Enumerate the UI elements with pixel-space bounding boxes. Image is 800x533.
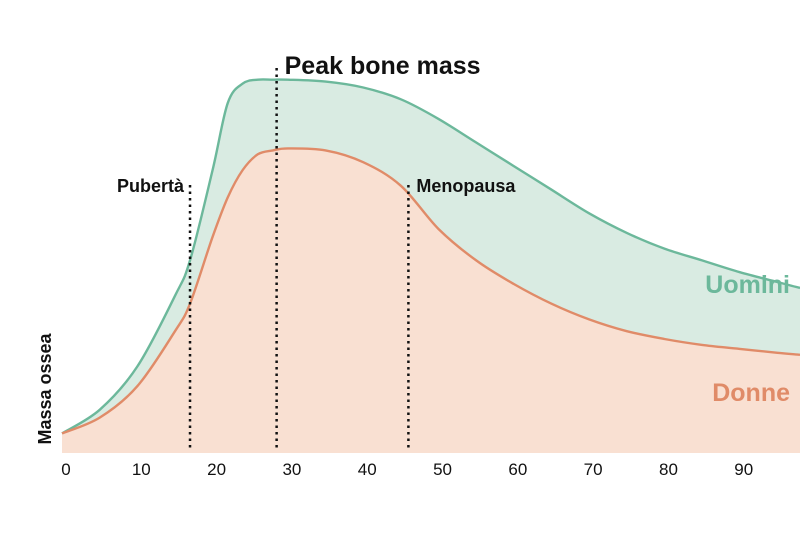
- areas-layer: [62, 79, 800, 453]
- series-label-uomini: Uomini: [705, 271, 790, 299]
- x-tick-label-80: 80: [659, 460, 678, 479]
- series-label-donne: Donne: [712, 379, 790, 407]
- x-tick-label-30: 30: [282, 460, 301, 479]
- line-uomini: [61, 78, 800, 435]
- marker-label-2: Peak bone mass: [285, 52, 481, 80]
- x-tick-label-60: 60: [508, 460, 527, 479]
- marker-label-3: Menopausa: [416, 176, 516, 196]
- x-tick-label-90: 90: [734, 460, 753, 479]
- area-donne: [62, 148, 800, 453]
- marker-label-1: Pubertà: [117, 176, 185, 196]
- x-tick-label-0: 0: [61, 460, 70, 479]
- x-ticks-layer: 0 10 20 30 40 50 60 70 80 90: [61, 460, 753, 479]
- series-labels-layer: Uomini Donne: [705, 271, 790, 407]
- x-tick-label-10: 10: [132, 460, 151, 479]
- x-tick-label-20: 20: [207, 460, 226, 479]
- markers-layer: Pubertà Peak bone mass Menopausa: [117, 52, 516, 450]
- x-tick-label-40: 40: [358, 460, 377, 479]
- x-tick-label-70: 70: [584, 460, 603, 479]
- x-tick-label-50: 50: [433, 460, 452, 479]
- y-axis-label: Massa ossea: [35, 332, 55, 444]
